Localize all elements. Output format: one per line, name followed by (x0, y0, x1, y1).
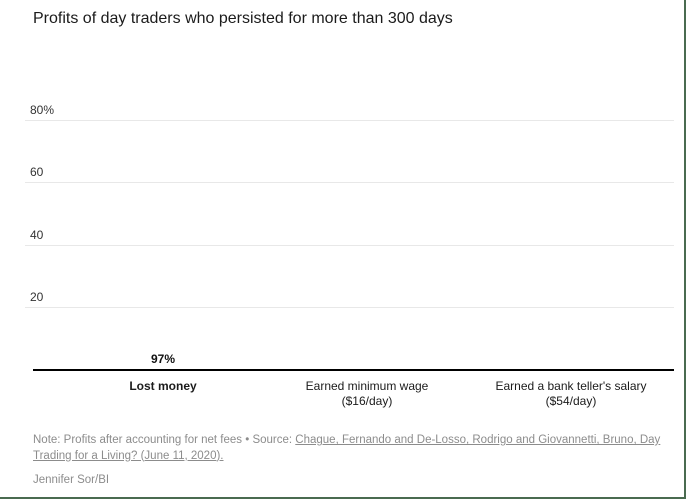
bar-value-label: 97% (150, 352, 176, 366)
plot-area: 20 40 60 80% 97% (25, 59, 674, 371)
category-label-minimum-wage: Earned minimum wage ($16/day) (257, 379, 477, 408)
category-sublabel-text: ($54/day) (545, 393, 597, 408)
category-label-text: Lost money (129, 379, 197, 393)
gridline-80 (25, 120, 674, 122)
chart-title: Profits of day traders who persisted for… (33, 10, 453, 27)
footnote-text: Note: Profits after accounting for net f… (33, 434, 296, 446)
gridline-20 (25, 306, 674, 308)
ytick-label-60: 60 (30, 165, 44, 180)
category-labels: Lost money Earned minimum wage ($16/day)… (33, 379, 674, 413)
gridline-60 (25, 182, 674, 184)
credit-byline: Jennifer Sor/BI (33, 474, 110, 486)
category-sublabel-text: ($16/day) (341, 393, 393, 408)
x-axis-line (33, 369, 674, 371)
bar-lost-money: 97% (94, 352, 232, 370)
ytick-label-40: 40 (30, 227, 44, 242)
ytick-label-80: 80% (30, 103, 55, 118)
footnote: Note: Profits after accounting for net f… (33, 433, 663, 464)
category-label-text: Earned minimum wage (305, 379, 429, 393)
gridline-40 (25, 244, 674, 246)
category-label-bank-teller: Earned a bank teller's salary ($54/day) (461, 379, 681, 408)
category-label-text: Earned a bank teller's salary (495, 379, 647, 393)
source-link[interactable]: Chague, Fernando and De-Losso, Rodrigo a… (33, 434, 661, 462)
category-label-lost-money: Lost money (53, 379, 273, 394)
ytick-label-20: 20 (30, 289, 44, 304)
